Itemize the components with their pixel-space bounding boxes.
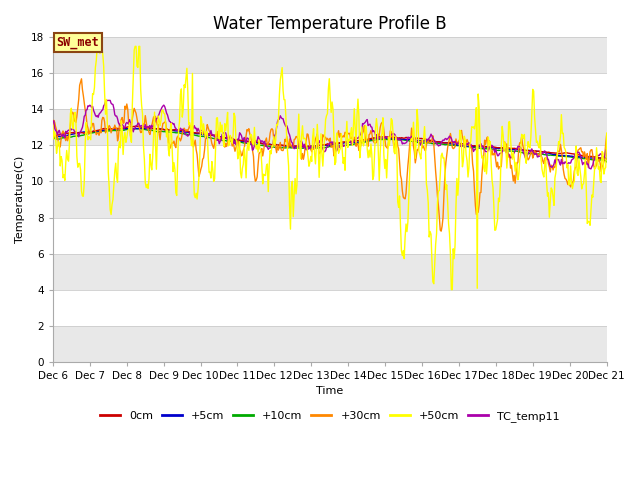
Bar	[53, 73, 607, 109]
Bar	[53, 217, 607, 253]
Bar	[53, 37, 607, 73]
Y-axis label: Temperature(C): Temperature(C)	[15, 156, 25, 243]
Bar	[53, 109, 607, 145]
Bar	[53, 325, 607, 362]
Bar	[53, 181, 607, 217]
Bar	[53, 253, 607, 289]
Bar	[53, 145, 607, 181]
Title: Water Temperature Profile B: Water Temperature Profile B	[213, 15, 447, 33]
X-axis label: Time: Time	[316, 386, 344, 396]
Bar	[53, 289, 607, 325]
Text: SW_met: SW_met	[56, 36, 99, 49]
Legend: 0cm, +5cm, +10cm, +30cm, +50cm, TC_temp11: 0cm, +5cm, +10cm, +30cm, +50cm, TC_temp1…	[96, 406, 564, 426]
